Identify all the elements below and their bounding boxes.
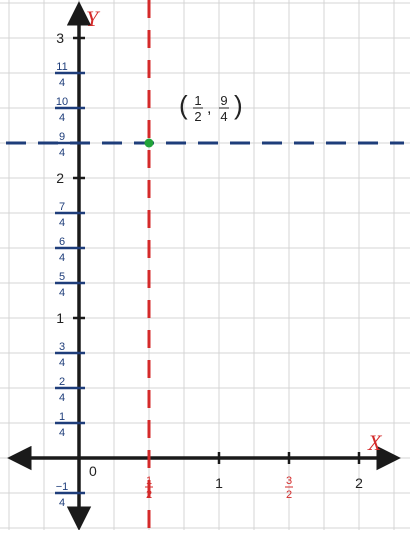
y-tick-denominator: 4 — [59, 217, 65, 229]
x-tick-numerator: 3 — [286, 475, 292, 487]
y-tick-numerator: −1 — [56, 481, 69, 493]
y-tick-denominator: 4 — [59, 427, 65, 439]
y-tick-denominator: 4 — [59, 147, 65, 159]
y-tick-denominator: 4 — [59, 77, 65, 89]
y-tick-denominator: 4 — [59, 392, 65, 404]
y-tick-denominator: 4 — [59, 252, 65, 264]
y-axis-label: Y — [86, 6, 101, 31]
y-tick-denominator: 4 — [59, 357, 65, 369]
y-tick-label: 3 — [56, 30, 64, 46]
y-tick-numerator: 9 — [59, 131, 65, 143]
axes: X Y 0 — [7, 1, 401, 531]
y-tick-numerator: 6 — [59, 236, 65, 248]
point-coordinate-label: (12, 94) — [179, 90, 243, 124]
y-tick-numerator: 10 — [56, 96, 68, 108]
x-axis-label: X — [367, 430, 383, 455]
y-tick-numerator: 7 — [59, 201, 65, 213]
label-close-paren: ) — [234, 90, 243, 120]
y-tick-numerator: 1 — [59, 411, 65, 423]
y-tick-label: 2 — [56, 170, 64, 186]
intersection-point — [144, 138, 154, 148]
x-tick-denominator: 2 — [286, 489, 292, 501]
label-x-denominator: 2 — [194, 109, 201, 124]
label-open-paren: ( — [179, 90, 188, 120]
y-tick-numerator: 5 — [59, 271, 65, 283]
label-y-denominator: 4 — [220, 109, 227, 124]
point-group: (12, 94) — [144, 90, 243, 148]
origin-label: 0 — [89, 463, 97, 479]
y-tick-denominator: 4 — [59, 287, 65, 299]
label-x-numerator: 1 — [194, 93, 201, 108]
x-tick-label: 1 — [215, 475, 223, 491]
x-tick-label: 2 — [355, 475, 363, 491]
y-tick-denominator: 4 — [59, 497, 65, 509]
label-y-numerator: 9 — [220, 93, 227, 108]
guide-lines — [6, 0, 404, 530]
y-tick-numerator: 11 — [56, 61, 67, 73]
y-tick-numerator: 3 — [59, 341, 65, 353]
y-tick-denominator: 4 — [59, 112, 65, 124]
label-comma: , — [207, 100, 211, 117]
y-tick-label: 1 — [56, 310, 64, 326]
y-tick-numerator: 2 — [59, 376, 65, 388]
